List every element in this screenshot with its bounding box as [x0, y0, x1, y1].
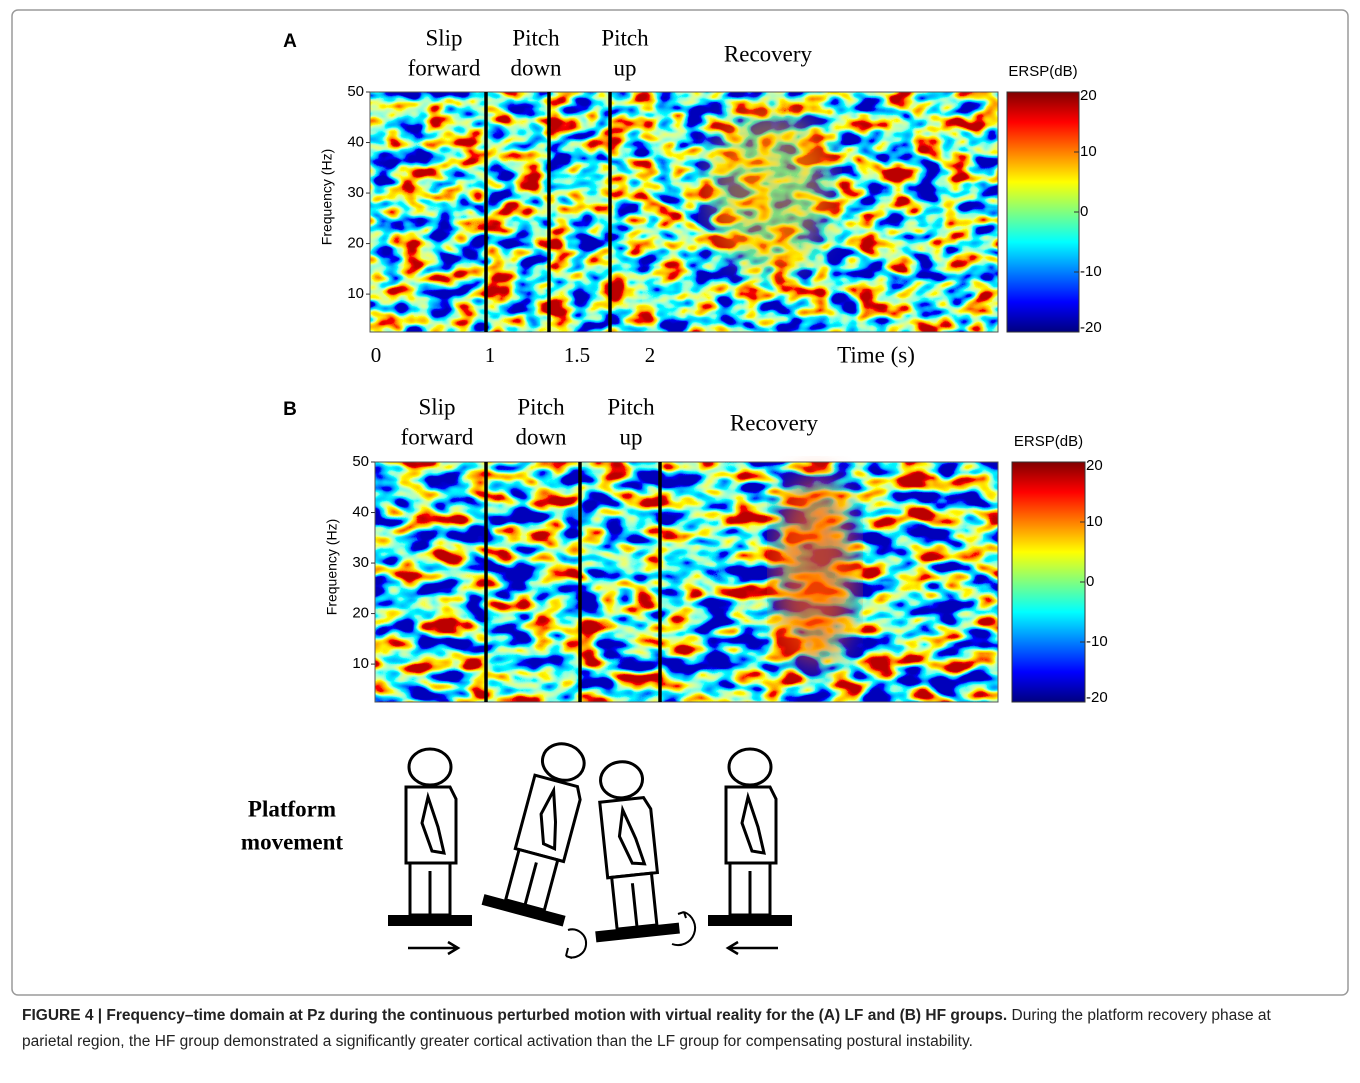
heatmap [370, 92, 998, 332]
y-tick-label: 30 [347, 184, 364, 201]
phase-label: up [614, 55, 637, 80]
heatmap [375, 462, 998, 702]
colorbar-tick-label: -20 [1080, 319, 1102, 336]
caption: FIGURE 4 | Frequency–time domain at Pz d… [22, 1003, 1312, 1055]
colorbar-tick-label: 0 [1086, 573, 1094, 590]
colorbar-tick-label: -20 [1086, 689, 1108, 706]
x-tick-label: 0 [371, 343, 382, 367]
phase-label: Pitch [601, 25, 649, 50]
colorbar-tick-label: 20 [1086, 457, 1103, 474]
heatmap-frame [374, 461, 999, 703]
colorbar [1006, 91, 1080, 333]
colorbar-tick-label: -10 [1080, 263, 1102, 280]
phase-label: Recovery [724, 41, 813, 66]
y-tick-label: 10 [347, 285, 364, 302]
colorbar-tick-label: 10 [1080, 143, 1097, 160]
x-tick-label: 2 [645, 343, 656, 367]
y-axis-label: Frequency (Hz) [324, 519, 340, 615]
y-axis-label: Frequency (Hz) [319, 149, 335, 245]
colorbar [1011, 461, 1086, 703]
heatmap-frame [369, 91, 999, 333]
phase-label: Pitch [607, 394, 655, 419]
panel-label: B [283, 399, 297, 420]
y-tick-label: 50 [352, 453, 369, 470]
y-tick-label: 50 [347, 83, 364, 100]
phase-label: down [510, 55, 562, 80]
y-tick-label: 40 [347, 133, 364, 150]
y-tick-label: 40 [352, 503, 369, 520]
phase-label: Pitch [512, 25, 560, 50]
heatmap-hotspot [775, 475, 855, 665]
x-tick-label: 1 [485, 343, 496, 367]
y-tick-label: 10 [352, 655, 369, 672]
phase-label: Slip [425, 25, 462, 50]
platform-label: movement [241, 829, 344, 854]
y-tick-label: 20 [352, 605, 369, 622]
phase-label: up [620, 424, 643, 449]
phase-label: Recovery [730, 410, 819, 435]
colorbar-tick-label: 0 [1080, 203, 1088, 220]
figure-border [11, 9, 1349, 996]
colorbar-tick-label: -10 [1086, 633, 1108, 650]
caption-bold: FIGURE 4 | Frequency–time domain at Pz d… [22, 1007, 1008, 1024]
panel-label: A [283, 31, 297, 52]
phase-label: forward [408, 55, 481, 80]
phase-label: Pitch [517, 394, 565, 419]
colorbar-title: ERSP(dB) [1008, 63, 1077, 80]
phase-label: down [515, 424, 567, 449]
y-tick-label: 20 [347, 235, 364, 252]
colorbar-tick-label: 20 [1080, 87, 1097, 104]
x-axis-label: Time (s) [837, 342, 915, 367]
y-tick-label: 30 [352, 554, 369, 571]
caption-text: During the platform recovery phase at pa… [22, 1007, 1271, 1050]
platform-label: Platform [248, 796, 336, 821]
colorbar-tick-label: 10 [1086, 513, 1103, 530]
colorbar-title: ERSP(dB) [1014, 433, 1083, 450]
platform-figures [386, 732, 794, 959]
heatmap-hotspot [710, 110, 830, 270]
phase-label: Slip [418, 394, 455, 419]
phase-label: forward [401, 424, 474, 449]
x-tick-label: 1.5 [564, 343, 590, 367]
figure: A SlipforwardPitchdownPitchupRecovery1020… [11, 9, 1349, 996]
